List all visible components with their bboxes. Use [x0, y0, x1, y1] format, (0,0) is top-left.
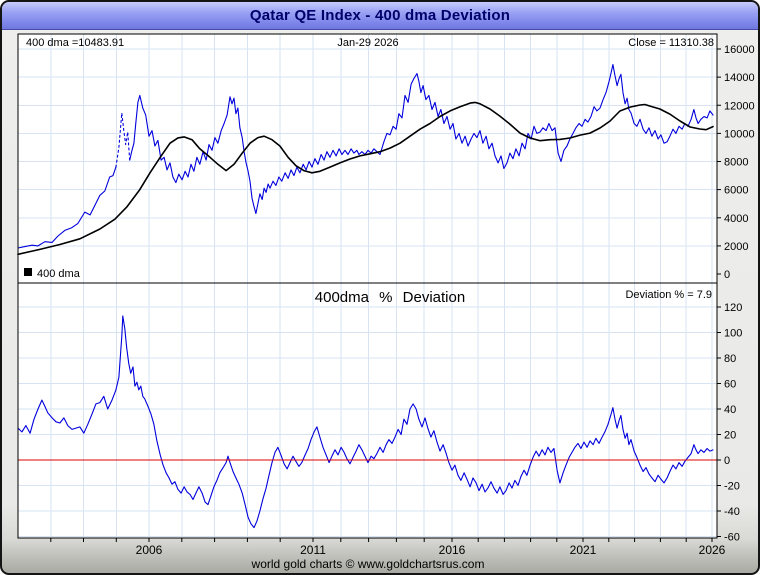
date-label: Jan-29 2026	[337, 37, 398, 49]
y-tick-label: 10000	[724, 128, 755, 140]
y-tick-label: -40	[724, 506, 740, 518]
qe-index-line	[129, 63, 714, 215]
x-axis-tick-label: 2006	[136, 543, 163, 557]
window-title: Qatar QE Index - 400 dma Deviation	[249, 7, 511, 24]
qe-index-line	[17, 166, 117, 249]
x-axis-tick-label: 2021	[570, 543, 597, 557]
deviation-value-label: Deviation % = 7.9	[625, 289, 712, 301]
overlay-labels: 400 dma =10483.91 Jan-29 2026 Close = 11…	[24, 37, 714, 571]
legend-label: 400 dma	[37, 268, 81, 280]
chart-svg: 16000 14000 12000 10000 8000 6000 4000 2000 0 12…	[17, 33, 755, 571]
y-tick-label: 100	[724, 328, 742, 340]
y-tick-label: -20	[724, 481, 740, 493]
y-tick-label: 0	[724, 455, 730, 467]
y-tick-label: 12000	[724, 100, 755, 112]
plot-background	[18, 34, 717, 283]
plot-background	[18, 283, 717, 538]
y-tick-label: -60	[724, 532, 740, 544]
dma-value-label: 400 dma =10483.91	[26, 37, 124, 49]
y-tick-label: 0	[724, 269, 730, 281]
gridlines	[18, 34, 717, 283]
x-axis: 2006 2011 2016 2021 2026	[50, 538, 726, 557]
y-tick-label: 8000	[724, 157, 748, 169]
y-tick-label: 6000	[724, 185, 748, 197]
chart-area: 16000 14000 12000 10000 8000 6000 4000 2000 0 12…	[2, 30, 758, 573]
y-tick-label: 60	[724, 379, 736, 391]
gridlines	[18, 283, 717, 538]
y-tick-label: 80	[724, 353, 736, 365]
price-panel: 16000 14000 12000 10000 8000 6000 4000 2000 0	[17, 33, 755, 284]
panel2-title: 400dma % Deviation	[315, 289, 465, 306]
y-tick-label: 40	[724, 404, 736, 416]
dma-400-line	[17, 101, 714, 256]
footer-credit: world gold charts © www.goldchartsrus.co…	[251, 557, 485, 571]
deviation-line	[17, 315, 714, 529]
y-tick-label: 2000	[724, 241, 748, 253]
qe-index-line	[115, 112, 131, 168]
y-tick-label: 16000	[724, 44, 755, 56]
titlebar: Qatar QE Index - 400 dma Deviation	[2, 2, 758, 30]
y-tick-label: 4000	[724, 213, 748, 225]
plot-border	[17, 282, 718, 539]
legend-swatch	[24, 268, 32, 276]
deviation-panel: 120 100 80 60 40 20 0 -20 -40 -60	[17, 282, 742, 544]
x-axis-tick-label: 2026	[699, 543, 726, 557]
x-axis-tick-label: 2016	[439, 543, 466, 557]
y-tick-label: 14000	[724, 72, 755, 84]
x-axis-tick-label: 2011	[300, 543, 326, 557]
close-value-label: Close = 11310.38	[628, 37, 714, 49]
y-tick-label: 120	[724, 302, 742, 314]
y-tick-label: 20	[724, 430, 736, 442]
